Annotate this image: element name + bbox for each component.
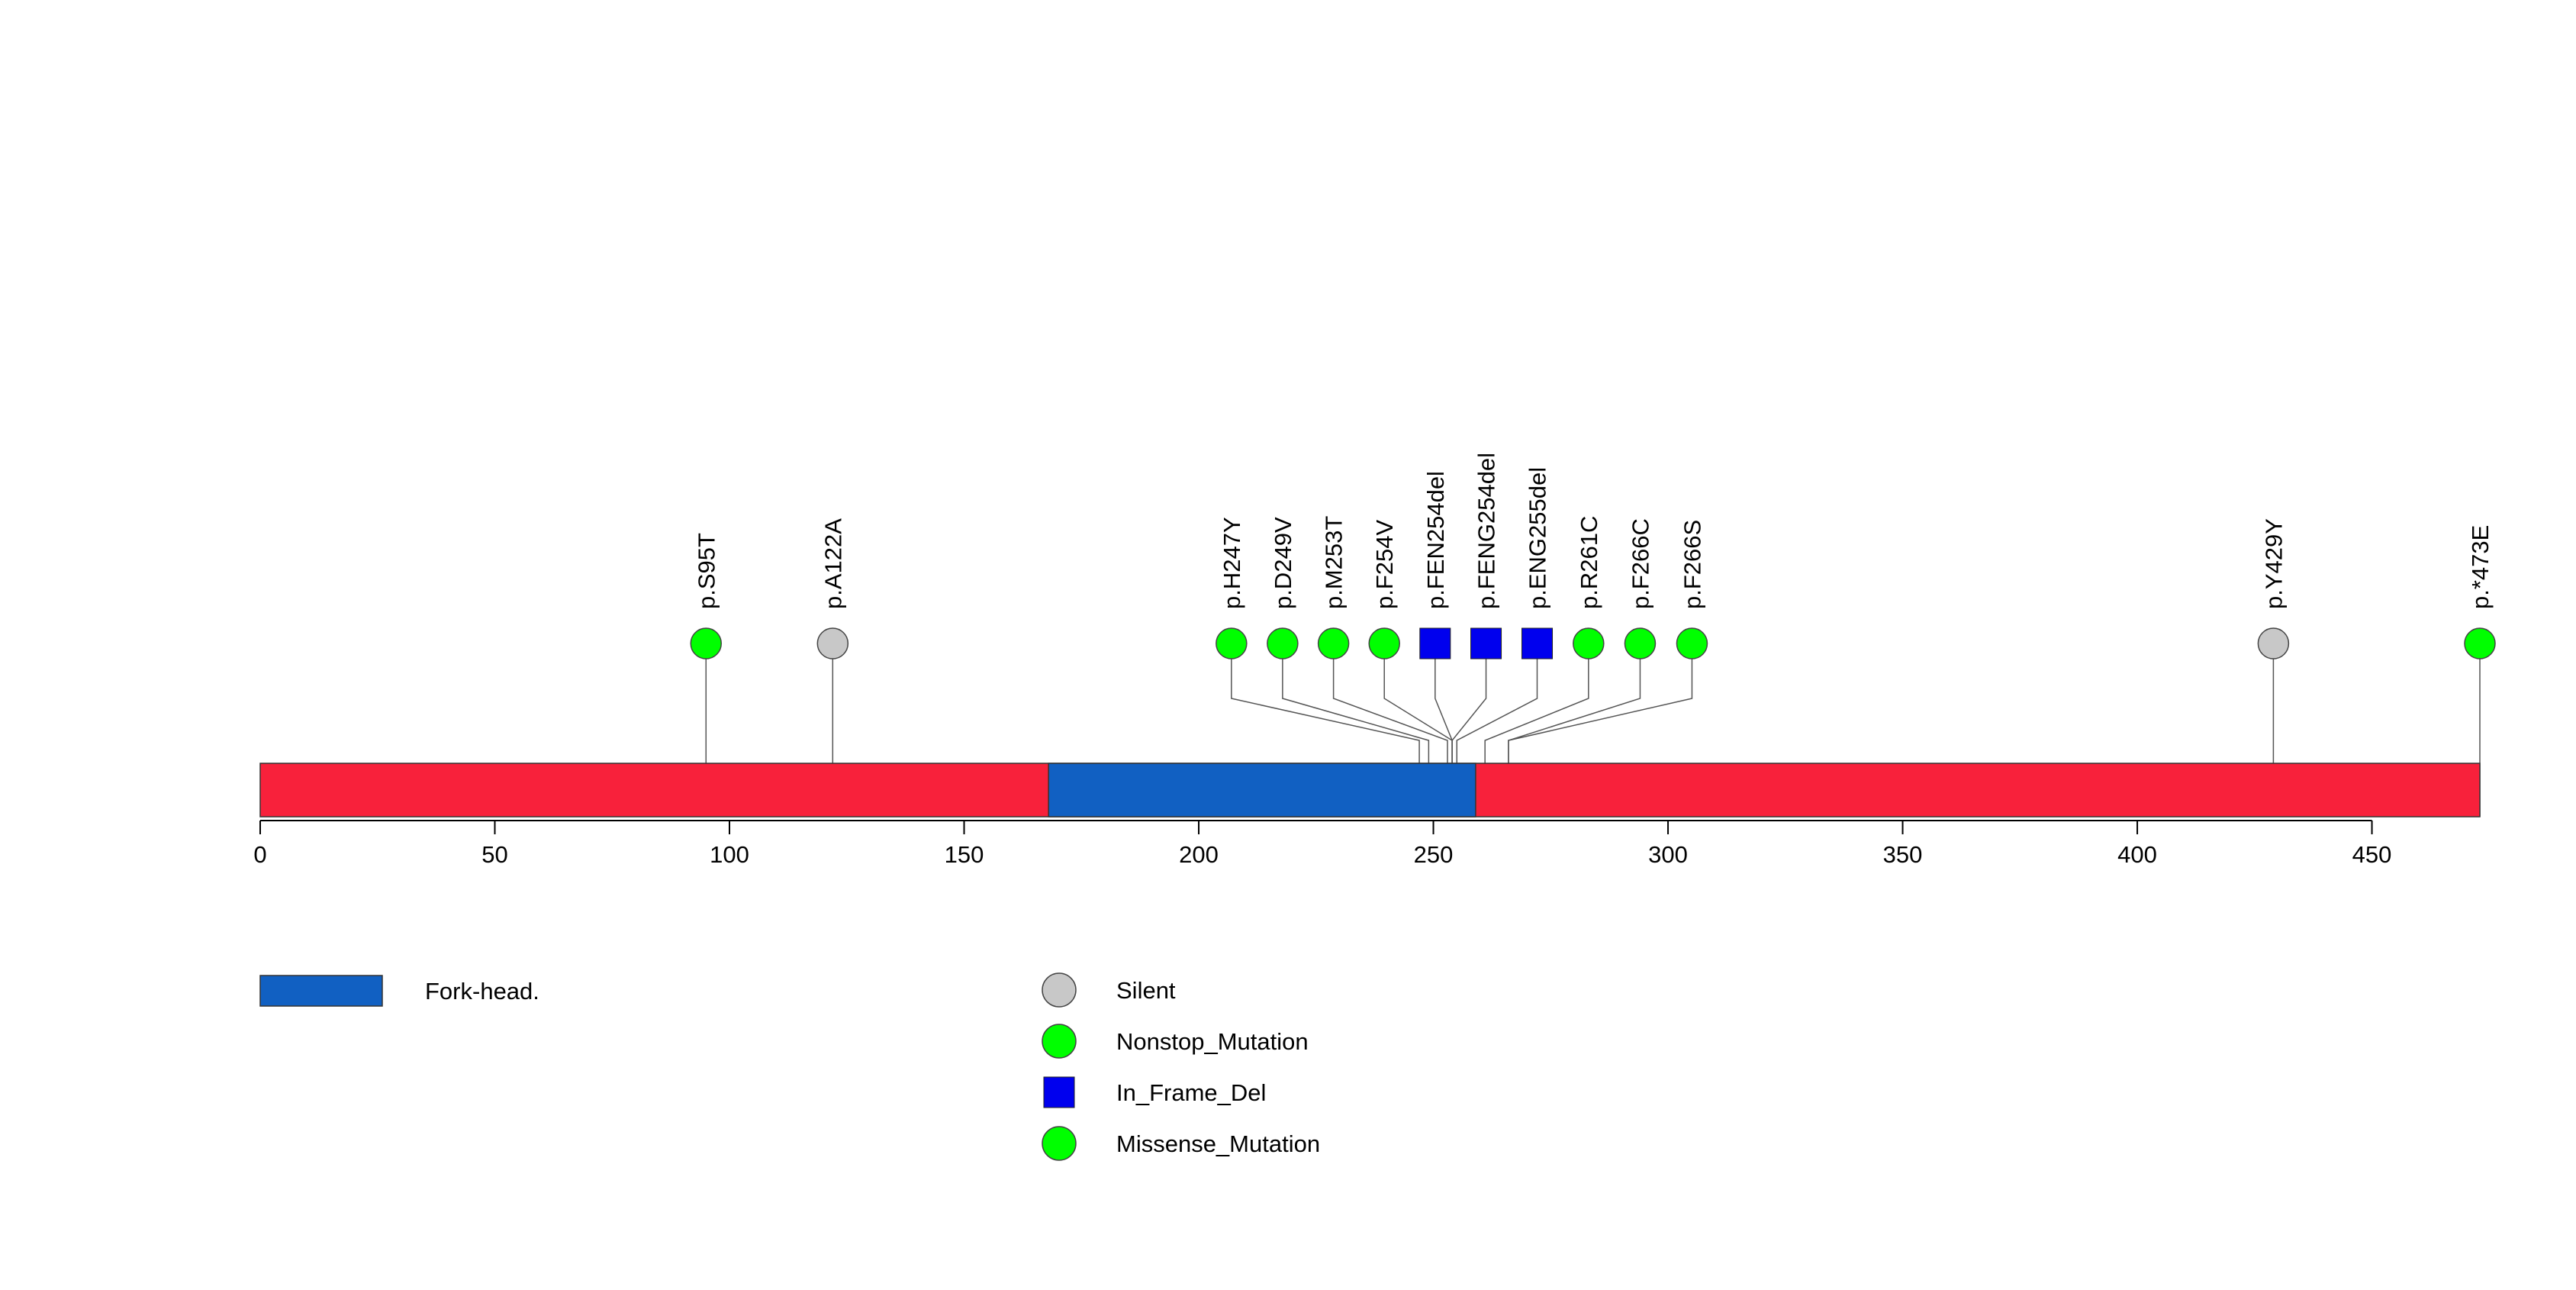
mutation-marker-circle — [1573, 627, 1605, 660]
legend: Fork-head. Silent Nonstop_Mutation In_Frame… — [259, 972, 1320, 1161]
mutation-marker-circle — [2257, 627, 2290, 660]
axis-tick-label: 350 — [1883, 841, 1923, 868]
axis-tick-label: 400 — [2117, 841, 2157, 868]
mutation-marker-circle — [2464, 627, 2496, 660]
mutation-marker-circle — [1317, 627, 1350, 660]
mutation-label: p.F266C — [1627, 518, 1653, 609]
mutation-marker-square — [1521, 627, 1554, 660]
axis-tick-label: 200 — [1179, 841, 1219, 868]
mutation-label: p.A122A — [819, 518, 846, 609]
axis-tick-label: 450 — [2352, 841, 2392, 868]
mutation-label: p.F266S — [1679, 520, 1705, 609]
mutation-label-layer: p.S95T p.A122A p.H247Y p.D249V p.M253T p.F254… — [693, 453, 2494, 609]
mutation-label: p.*473E — [2467, 525, 2494, 609]
mutation-marker-square — [1419, 627, 1451, 660]
mutation-marker-circle — [816, 627, 849, 660]
mutation-label: p.ENG255del — [1525, 467, 1551, 609]
mutation-marker-circle — [1267, 627, 1299, 660]
legend-mutation-label: In_Frame_Del — [1116, 1079, 1266, 1106]
legend-domain-label: Fork-head. — [425, 978, 539, 1005]
domain-0 — [1048, 763, 1476, 818]
legend-marker-square — [1043, 1076, 1075, 1108]
legend-marker-circle — [1042, 1024, 1077, 1059]
mutation-label: p.R261C — [1576, 516, 1602, 609]
mutation-marker-circle — [1368, 627, 1400, 660]
legend-domain-swatch — [259, 975, 383, 1007]
mutation-marker-layer — [690, 627, 2496, 660]
axis-tick-label: 50 — [481, 841, 507, 868]
mutation-marker-circle — [690, 627, 723, 660]
legend-mutation-label: Silent — [1116, 977, 1176, 1004]
mutation-label: p.FENG254del — [1473, 453, 1500, 609]
mutation-marker-circle — [1216, 627, 1248, 660]
legend-marker-circle — [1042, 1126, 1077, 1161]
axis-tick-label: 0 — [253, 841, 266, 868]
axis-tick-label: 300 — [1648, 841, 1688, 868]
axis-tick-label: 250 — [1414, 841, 1454, 868]
legend-marker-circle — [1042, 972, 1077, 1008]
mutation-label: p.Y429Y — [2260, 518, 2287, 609]
protein-backbone-layer — [259, 763, 2481, 818]
mutation-marker-circle — [1624, 627, 1657, 660]
mutation-marker-circle — [1676, 627, 1708, 660]
mutation-label: p.S95T — [693, 533, 720, 609]
mutation-label: p.M253T — [1321, 516, 1348, 609]
mutation-marker-square — [1470, 627, 1502, 660]
mutation-label: p.F254V — [1371, 519, 1398, 609]
axis-tick-label: 150 — [945, 841, 984, 868]
legend-mutation-label: Missense_Mutation — [1116, 1130, 1320, 1157]
legend-mutation-label: Nonstop_Mutation — [1116, 1028, 1309, 1055]
mutation-label: p.D249V — [1270, 517, 1296, 609]
axis-tick-label: 100 — [710, 841, 749, 868]
position-axis: 0 50 100 150 200 250 300 350 400 450 — [253, 820, 2392, 868]
mutation-label: p.H247Y — [1219, 517, 1245, 609]
mutation-label: p.FEN254del — [1422, 471, 1449, 609]
